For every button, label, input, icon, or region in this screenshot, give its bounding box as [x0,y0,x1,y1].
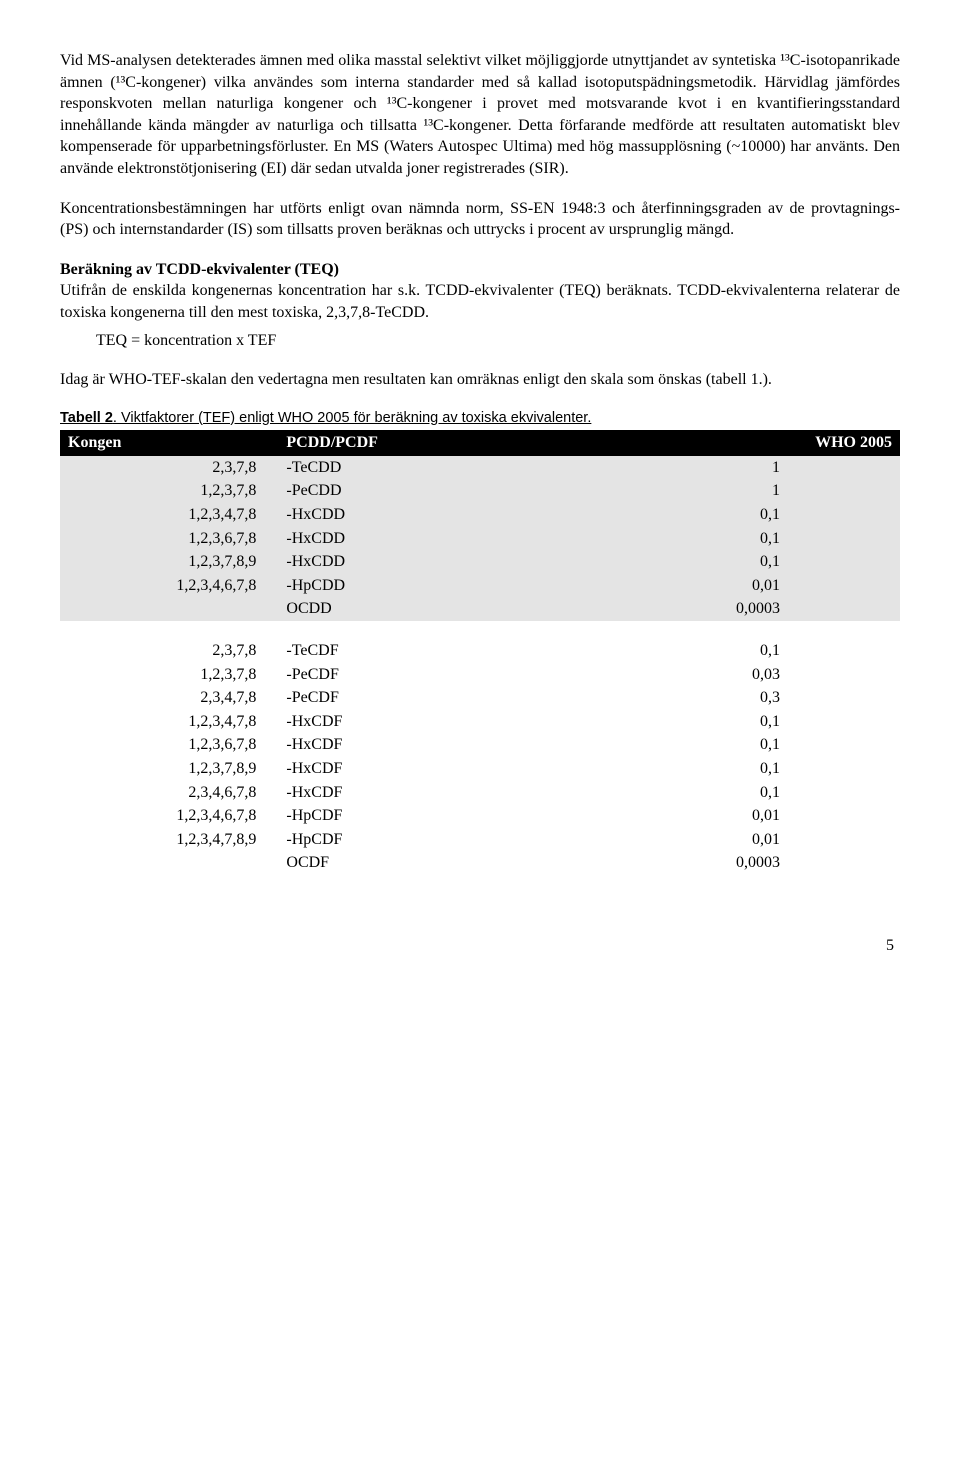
table-cell: 1,2,3,7,8,9 [60,550,278,574]
table-row: 1,2,3,7,8-PeCDD1 [60,479,900,503]
table-body: 2,3,7,8-TeCDD11,2,3,7,8-PeCDD11,2,3,4,7,… [60,456,900,875]
page-number: 5 [60,935,900,957]
table-cell: 0,1 [614,503,900,527]
table-row: 2,3,4,7,8-PeCDF0,3 [60,686,900,710]
table-cell: -HxCDF [278,733,614,757]
table-row: 1,2,3,4,6,7,8-HpCDF0,01 [60,804,900,828]
table-cell: -PeCDF [278,686,614,710]
table-cell: -PeCDD [278,479,614,503]
table-cell: -HxCDF [278,781,614,805]
table-row: OCDF0,0003 [60,851,900,875]
table-cell: 2,3,4,7,8 [60,686,278,710]
table-cell: 1,2,3,7,8 [60,479,278,503]
col-who: WHO 2005 [614,430,900,456]
table-cell: -PeCDF [278,663,614,687]
table-header-row: Kongen PCDD/PCDF WHO 2005 [60,430,900,456]
table-cell: 0,1 [614,781,900,805]
table-cell: 0,1 [614,639,900,663]
paragraph-1: Vid MS-analysen detekterades ämnen med o… [60,50,900,180]
table-cell: 0,1 [614,710,900,734]
table-cell: -TeCDD [278,456,614,480]
table-cell: 1,2,3,7,8 [60,663,278,687]
table-cell [60,851,278,875]
table-cell: 0,0003 [614,851,900,875]
table-row: 1,2,3,7,8,9-HxCDF0,1 [60,757,900,781]
table-cell: -HpCDF [278,828,614,852]
table-cell: 0,0003 [614,597,900,621]
table-cell: 0,01 [614,574,900,598]
table-row: 1,2,3,4,6,7,8-HpCDD0,01 [60,574,900,598]
table-cell: 0,1 [614,550,900,574]
table-cell: 1 [614,456,900,480]
table-row: 2,3,7,8-TeCDF0,1 [60,639,900,663]
table-cell: 1 [614,479,900,503]
table-row: 2,3,4,6,7,8-HxCDF0,1 [60,781,900,805]
table-cell: 0,3 [614,686,900,710]
table-caption-label: Tabell 2 [60,410,113,426]
table-cell: 1,2,3,4,6,7,8 [60,804,278,828]
col-pcdd: PCDD/PCDF [278,430,614,456]
table-cell: 2,3,7,8 [60,639,278,663]
table-row: 2,3,7,8-TeCDD1 [60,456,900,480]
table-cell: 1,2,3,4,7,8 [60,710,278,734]
table-caption-text: . Viktfaktorer (TEF) enligt WHO 2005 för… [113,410,591,426]
table-cell: 1,2,3,6,7,8 [60,527,278,551]
table-row: 1,2,3,7,8,9-HxCDD0,1 [60,550,900,574]
table-cell: -HxCDF [278,757,614,781]
table-cell: -HpCDF [278,804,614,828]
table-cell: -HxCDD [278,503,614,527]
table-row: 1,2,3,4,7,8-HxCDD0,1 [60,503,900,527]
table-cell: -HxCDD [278,527,614,551]
col-kongen: Kongen [60,430,278,456]
table-cell: 1,2,3,7,8,9 [60,757,278,781]
table-cell: 0,1 [614,527,900,551]
table-row: 1,2,3,4,7,8-HxCDF0,1 [60,710,900,734]
table-spacer [60,621,900,639]
table-caption: Tabell 2. Viktfaktorer (TEF) enligt WHO … [60,409,900,429]
table-cell [60,597,278,621]
table-row: 1,2,3,4,7,8,9-HpCDF0,01 [60,828,900,852]
table-cell: -TeCDF [278,639,614,663]
table-cell: OCDD [278,597,614,621]
paragraph-4: Idag är WHO-TEF-skalan den vedertagna me… [60,369,900,391]
table-cell: -HpCDD [278,574,614,598]
table-cell: -HxCDD [278,550,614,574]
table-row: 1,2,3,7,8-PeCDF0,03 [60,663,900,687]
table-row: 1,2,3,6,7,8-HxCDF0,1 [60,733,900,757]
table-row: OCDD0,0003 [60,597,900,621]
table-row: 1,2,3,6,7,8-HxCDD0,1 [60,527,900,551]
table-cell: 1,2,3,6,7,8 [60,733,278,757]
table-cell: 0,01 [614,804,900,828]
table-cell: 0,1 [614,757,900,781]
section-title: Beräkning av TCDD-ekvivalenter (TEQ) [60,259,900,281]
table-cell: OCDF [278,851,614,875]
table-cell: 0,01 [614,828,900,852]
tef-table: Kongen PCDD/PCDF WHO 2005 2,3,7,8-TeCDD1… [60,430,900,875]
table-cell: 1,2,3,4,6,7,8 [60,574,278,598]
formula: TEQ = koncentration x TEF [96,330,900,352]
table-cell: 0,03 [614,663,900,687]
table-cell: 2,3,4,6,7,8 [60,781,278,805]
table-cell: 0,1 [614,733,900,757]
table-cell: 1,2,3,4,7,8,9 [60,828,278,852]
paragraph-2: Koncentrationsbestämningen har utförts e… [60,198,900,241]
table-cell: 1,2,3,4,7,8 [60,503,278,527]
table-cell: -HxCDF [278,710,614,734]
paragraph-3: Utifrån de enskilda kongenernas koncentr… [60,280,900,323]
table-cell: 2,3,7,8 [60,456,278,480]
